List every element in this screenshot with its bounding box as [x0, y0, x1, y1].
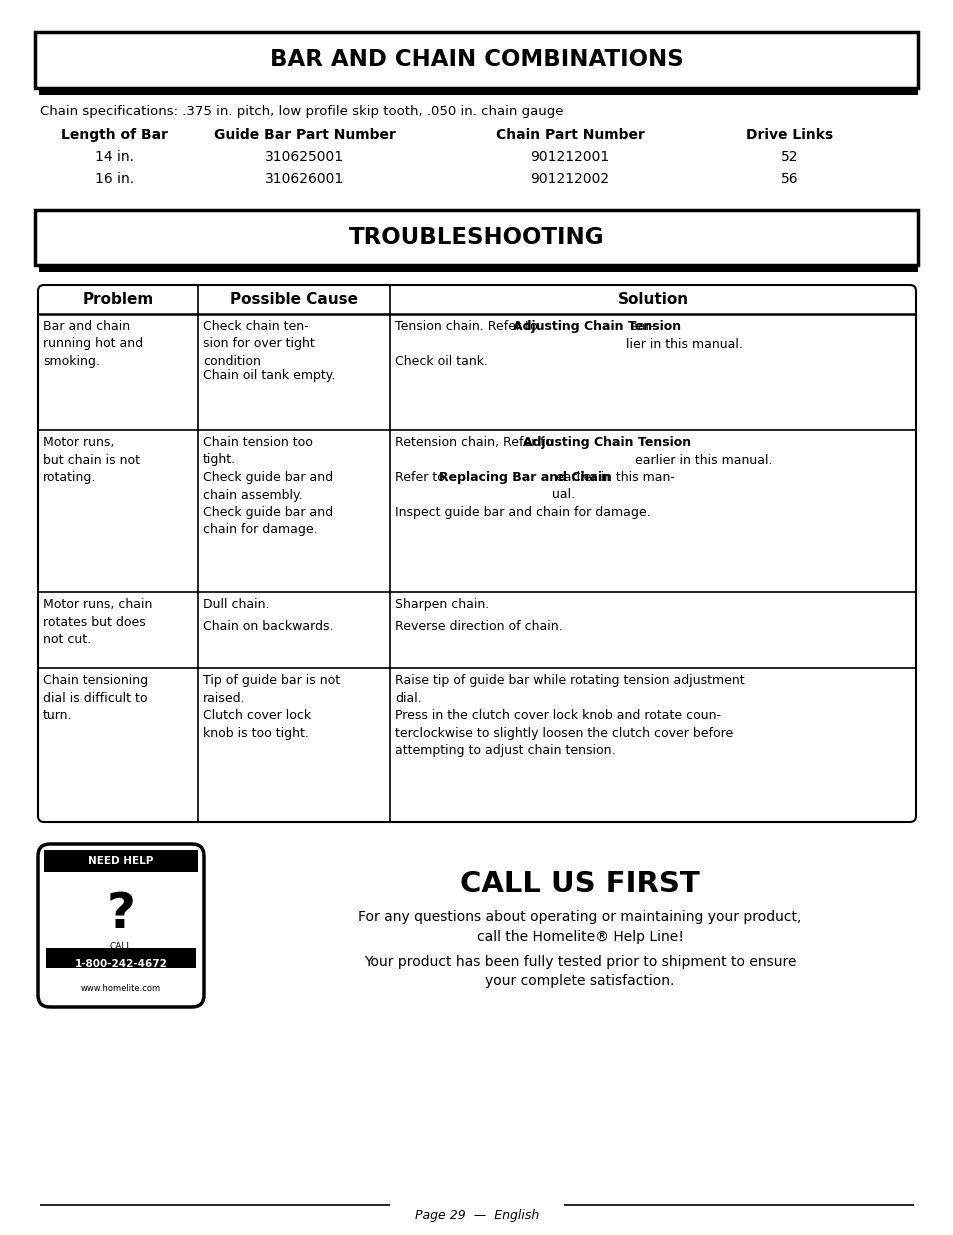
- Text: Chain Part Number: Chain Part Number: [495, 128, 644, 142]
- Text: 901212002: 901212002: [530, 172, 609, 186]
- Text: Inspect guide bar and chain for damage.: Inspect guide bar and chain for damage.: [395, 506, 650, 519]
- Text: Replacing Bar and Chain: Replacing Bar and Chain: [438, 471, 610, 484]
- Text: 16 in.: 16 in.: [95, 172, 134, 186]
- Text: ear-
lier in this manual.: ear- lier in this manual.: [625, 320, 741, 351]
- Text: Page 29  —  English: Page 29 — English: [415, 1209, 538, 1221]
- Text: 14 in.: 14 in.: [95, 149, 134, 164]
- Text: Check guide bar and
chain for damage.: Check guide bar and chain for damage.: [203, 506, 333, 536]
- Text: earlier in this man-
ual.: earlier in this man- ual.: [552, 471, 674, 501]
- Text: Adjusting Chain Tension: Adjusting Chain Tension: [512, 320, 680, 333]
- Text: Check oil tank.: Check oil tank.: [395, 354, 488, 368]
- Text: ?: ?: [107, 890, 135, 939]
- Text: earlier in this manual.: earlier in this manual.: [635, 436, 772, 467]
- Text: CALL US FIRST: CALL US FIRST: [459, 869, 700, 898]
- Bar: [35, 32, 917, 88]
- Text: Chain tension too
tight.: Chain tension too tight.: [203, 436, 313, 467]
- Text: 310626001: 310626001: [265, 172, 344, 186]
- Text: Tip of guide bar is not
raised.: Tip of guide bar is not raised.: [203, 674, 340, 704]
- Bar: [44, 850, 198, 872]
- Text: Adjusting Chain Tension: Adjusting Chain Tension: [522, 436, 690, 450]
- Text: Problem: Problem: [82, 291, 153, 308]
- Text: TROUBLESHOOTING: TROUBLESHOOTING: [349, 226, 603, 249]
- Text: Chain oil tank empty.: Chain oil tank empty.: [203, 368, 335, 382]
- Text: 901212001: 901212001: [530, 149, 609, 164]
- Text: Motor runs,
but chain is not
rotating.: Motor runs, but chain is not rotating.: [43, 436, 140, 484]
- Text: Refer to: Refer to: [395, 471, 449, 484]
- Text: Chain on backwards.: Chain on backwards.: [203, 620, 334, 632]
- Bar: [46, 948, 195, 968]
- Text: Reverse direction of chain.: Reverse direction of chain.: [395, 620, 562, 632]
- Text: 1-800-242-4672: 1-800-242-4672: [74, 960, 168, 969]
- Text: www.homelite.com: www.homelite.com: [81, 984, 161, 993]
- Text: Press in the clutch cover lock knob and rotate coun-
terclockwise to slightly lo: Press in the clutch cover lock knob and …: [395, 709, 733, 757]
- Text: For any questions about operating or maintaining your product,: For any questions about operating or mai…: [358, 910, 801, 924]
- Text: Tension chain. Refer to: Tension chain. Refer to: [395, 320, 541, 333]
- Text: Chain tensioning
dial is difficult to
turn.: Chain tensioning dial is difficult to tu…: [43, 674, 148, 722]
- Text: Dull chain.: Dull chain.: [203, 598, 269, 611]
- Bar: [39, 266, 917, 272]
- Text: Your product has been fully tested prior to shipment to ensure: Your product has been fully tested prior…: [363, 955, 796, 969]
- Text: Bar and chain
running hot and
smoking.: Bar and chain running hot and smoking.: [43, 320, 143, 368]
- Text: Guide Bar Part Number: Guide Bar Part Number: [213, 128, 395, 142]
- Text: Chain specifications: .375 in. pitch, low profile skip tooth, .050 in. chain gau: Chain specifications: .375 in. pitch, lo…: [40, 105, 563, 119]
- Text: Solution: Solution: [617, 291, 688, 308]
- Text: NEED HELP: NEED HELP: [89, 856, 153, 866]
- Text: CALL: CALL: [110, 942, 132, 951]
- Text: your complete satisfaction.: your complete satisfaction.: [485, 974, 674, 988]
- Bar: [35, 210, 917, 266]
- Text: Sharpen chain.: Sharpen chain.: [395, 598, 489, 611]
- Text: Possible Cause: Possible Cause: [230, 291, 357, 308]
- Text: 310625001: 310625001: [265, 149, 344, 164]
- Text: Check chain ten-
sion for over tight
condition: Check chain ten- sion for over tight con…: [203, 320, 314, 368]
- Text: 52: 52: [781, 149, 798, 164]
- Text: Length of Bar: Length of Bar: [61, 128, 169, 142]
- FancyBboxPatch shape: [38, 844, 204, 1007]
- Text: BAR AND CHAIN COMBINATIONS: BAR AND CHAIN COMBINATIONS: [270, 48, 682, 72]
- Text: Drive Links: Drive Links: [745, 128, 833, 142]
- Text: 56: 56: [781, 172, 798, 186]
- Text: call the Homelite® Help Line!: call the Homelite® Help Line!: [476, 930, 682, 944]
- Bar: [39, 88, 917, 95]
- Text: Raise tip of guide bar while rotating tension adjustment
dial.: Raise tip of guide bar while rotating te…: [395, 674, 744, 704]
- Text: Retension chain, Refer to: Retension chain, Refer to: [395, 436, 557, 450]
- Text: Motor runs, chain
rotates but does
not cut.: Motor runs, chain rotates but does not c…: [43, 598, 152, 646]
- Text: Check guide bar and
chain assembly.: Check guide bar and chain assembly.: [203, 471, 333, 501]
- Text: Clutch cover lock
knob is too tight.: Clutch cover lock knob is too tight.: [203, 709, 311, 740]
